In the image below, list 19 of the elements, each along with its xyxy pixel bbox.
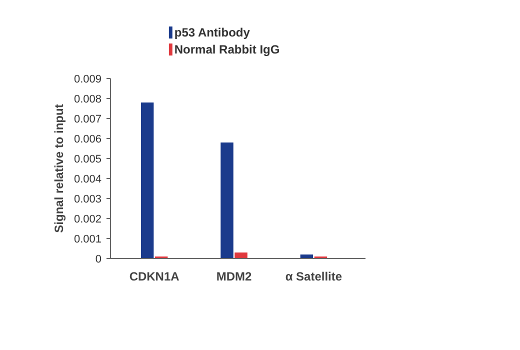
x-tick-label: MDM2 (216, 270, 252, 284)
y-tick-label: 0.006 (74, 134, 102, 146)
y-tick-label: 0.008 (74, 94, 102, 106)
y-axis-title: Signal relative to input (52, 104, 66, 233)
y-tick-label: 0.007 (74, 114, 102, 126)
bar (140, 102, 154, 258)
y-tick-label: 0.005 (74, 154, 102, 166)
legend-label: Normal Rabbit IgG (174, 42, 280, 56)
y-tick-label: 0.001 (74, 234, 102, 246)
y-tick-label: 0 (95, 254, 102, 266)
y-tick-label: 0.004 (74, 174, 102, 186)
x-tick-label: α Satellite (285, 270, 342, 284)
bar (220, 142, 234, 258)
x-tick-label: CDKN1A (129, 270, 180, 284)
y-tick-label: 0.009 (74, 74, 102, 86)
y-tick-label: 0.002 (74, 214, 102, 226)
legend-label: p53 Antibody (174, 26, 250, 40)
bar (234, 252, 248, 258)
y-tick-label: 0.003 (74, 194, 102, 206)
